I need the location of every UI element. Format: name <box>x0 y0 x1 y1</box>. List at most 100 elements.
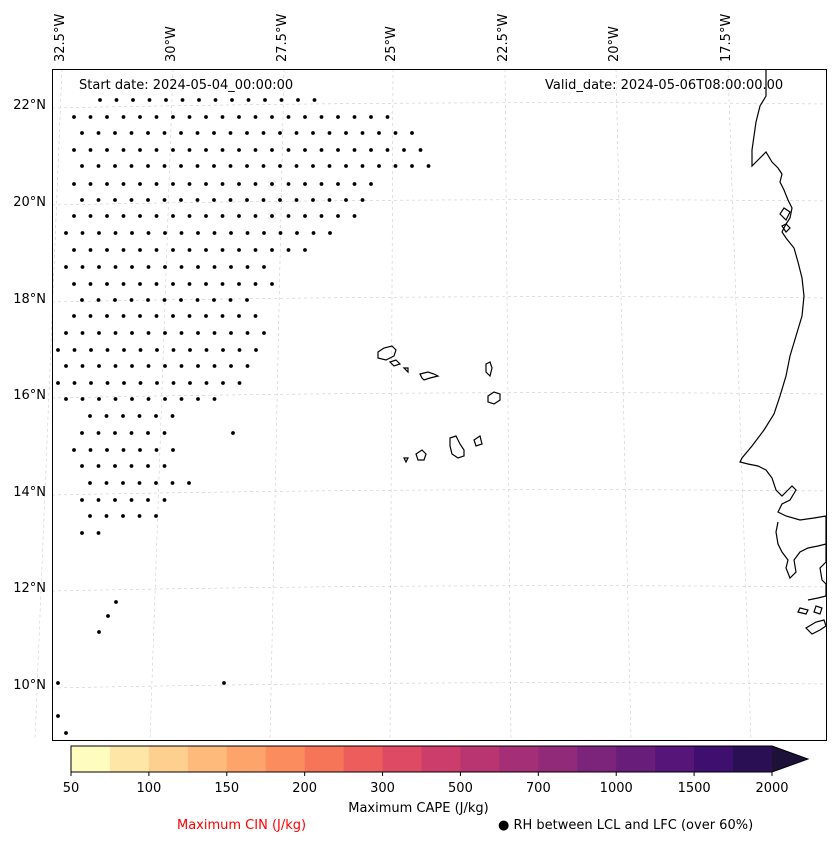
island-sal <box>485 361 493 378</box>
rh-dot <box>164 98 168 102</box>
colorbar-tick-label: 200 <box>292 781 318 796</box>
colorbar-tick-label: 150 <box>214 781 240 796</box>
rh-dot <box>253 148 258 152</box>
rh-dot <box>344 198 348 202</box>
rh-dot <box>88 514 92 518</box>
rh-dot <box>195 298 200 302</box>
rh-dot <box>311 164 315 168</box>
rh-dot <box>237 182 241 186</box>
rh-dot <box>220 182 225 186</box>
island-santa-luzia <box>402 367 409 374</box>
rh-dot <box>137 514 142 518</box>
rh-dot <box>113 265 118 269</box>
rh-dot <box>88 115 93 119</box>
rh-dot <box>245 331 250 335</box>
rh-dot <box>163 364 167 368</box>
rh-dot <box>64 265 68 269</box>
rh-dot <box>319 148 324 152</box>
rh-dot <box>96 498 101 502</box>
meridian-line <box>504 68 512 741</box>
latitude-label: 12°N <box>13 581 46 596</box>
rh-dot <box>129 498 134 502</box>
rh-dot <box>245 265 250 269</box>
latitude-label: 22°N <box>13 98 46 113</box>
parallel-line <box>51 199 827 206</box>
rh-dot <box>294 198 299 202</box>
rh-dot <box>96 164 101 168</box>
rh-dot <box>97 397 101 401</box>
rh-dot <box>196 231 200 235</box>
rh-dot <box>121 514 125 518</box>
rh-dot <box>336 182 340 186</box>
rh-dot <box>253 214 258 218</box>
rh-dot <box>195 164 200 168</box>
rh-dot <box>138 214 142 218</box>
rh-dot <box>72 182 76 186</box>
rh-dot <box>296 98 300 102</box>
rh-dot <box>237 348 242 352</box>
rh-dot <box>336 214 340 218</box>
rh-dot <box>105 115 109 119</box>
rh-dot <box>129 298 134 302</box>
rh-dot <box>89 348 93 352</box>
rh-dot <box>171 182 175 186</box>
rh-dot <box>171 248 175 252</box>
rh-dot <box>187 115 192 119</box>
rh-dot <box>253 182 258 186</box>
rh-dot <box>80 298 84 302</box>
rh-dot <box>88 414 92 418</box>
colorbar-segment <box>421 746 461 772</box>
rh-dot <box>64 231 68 235</box>
coastline <box>377 70 827 635</box>
rh-dot <box>204 148 208 152</box>
colorbar-segment <box>577 746 617 772</box>
rh-dot <box>229 331 233 335</box>
rh-dot <box>96 131 101 135</box>
rh-dot <box>72 282 76 286</box>
rh-dot <box>146 431 150 435</box>
rh-dot <box>228 164 233 168</box>
rh-dot <box>204 115 208 119</box>
rh-dot <box>72 148 76 152</box>
rh-dot <box>229 265 233 269</box>
longitude-label: 30°W <box>164 26 179 62</box>
rh-dot <box>204 248 208 252</box>
rh-dot <box>253 115 258 119</box>
rh-dot <box>154 214 159 218</box>
rh-dot <box>162 431 167 435</box>
colorbar-segment <box>187 746 228 772</box>
colorbar-segment <box>226 746 267 772</box>
colorbar-segment <box>109 746 150 772</box>
rh-dot <box>229 364 233 368</box>
rh-dot <box>303 115 307 119</box>
rh-dot <box>96 464 101 468</box>
rh-dot <box>88 282 93 286</box>
rh-dot <box>146 464 150 468</box>
rh-dot <box>344 131 348 135</box>
rh-dot <box>278 231 283 235</box>
longitude-label: 32.5°W <box>53 13 68 62</box>
rh-dot <box>105 248 109 252</box>
parallel-line <box>51 102 827 109</box>
rh-dot <box>352 182 357 186</box>
meridian-line <box>34 68 63 741</box>
rh-dot <box>97 364 101 368</box>
rh-dot <box>179 331 184 335</box>
rh-dot <box>286 214 291 218</box>
rh-dot <box>369 182 373 186</box>
rh-dot <box>237 314 241 318</box>
rh-dot <box>303 148 307 152</box>
rh-dot <box>146 364 151 368</box>
rh-dot <box>72 348 77 352</box>
rh-dot <box>253 314 258 318</box>
rh-dot <box>319 214 324 218</box>
rh-dot <box>263 98 267 102</box>
rh-dot <box>294 164 299 168</box>
rh-dot <box>72 115 76 119</box>
rh-dot <box>104 514 109 518</box>
colorbar <box>70 745 810 773</box>
rh-dot <box>221 348 225 352</box>
rh-dot <box>286 248 291 252</box>
rh-dot <box>138 314 142 318</box>
rh-dot <box>129 198 134 202</box>
